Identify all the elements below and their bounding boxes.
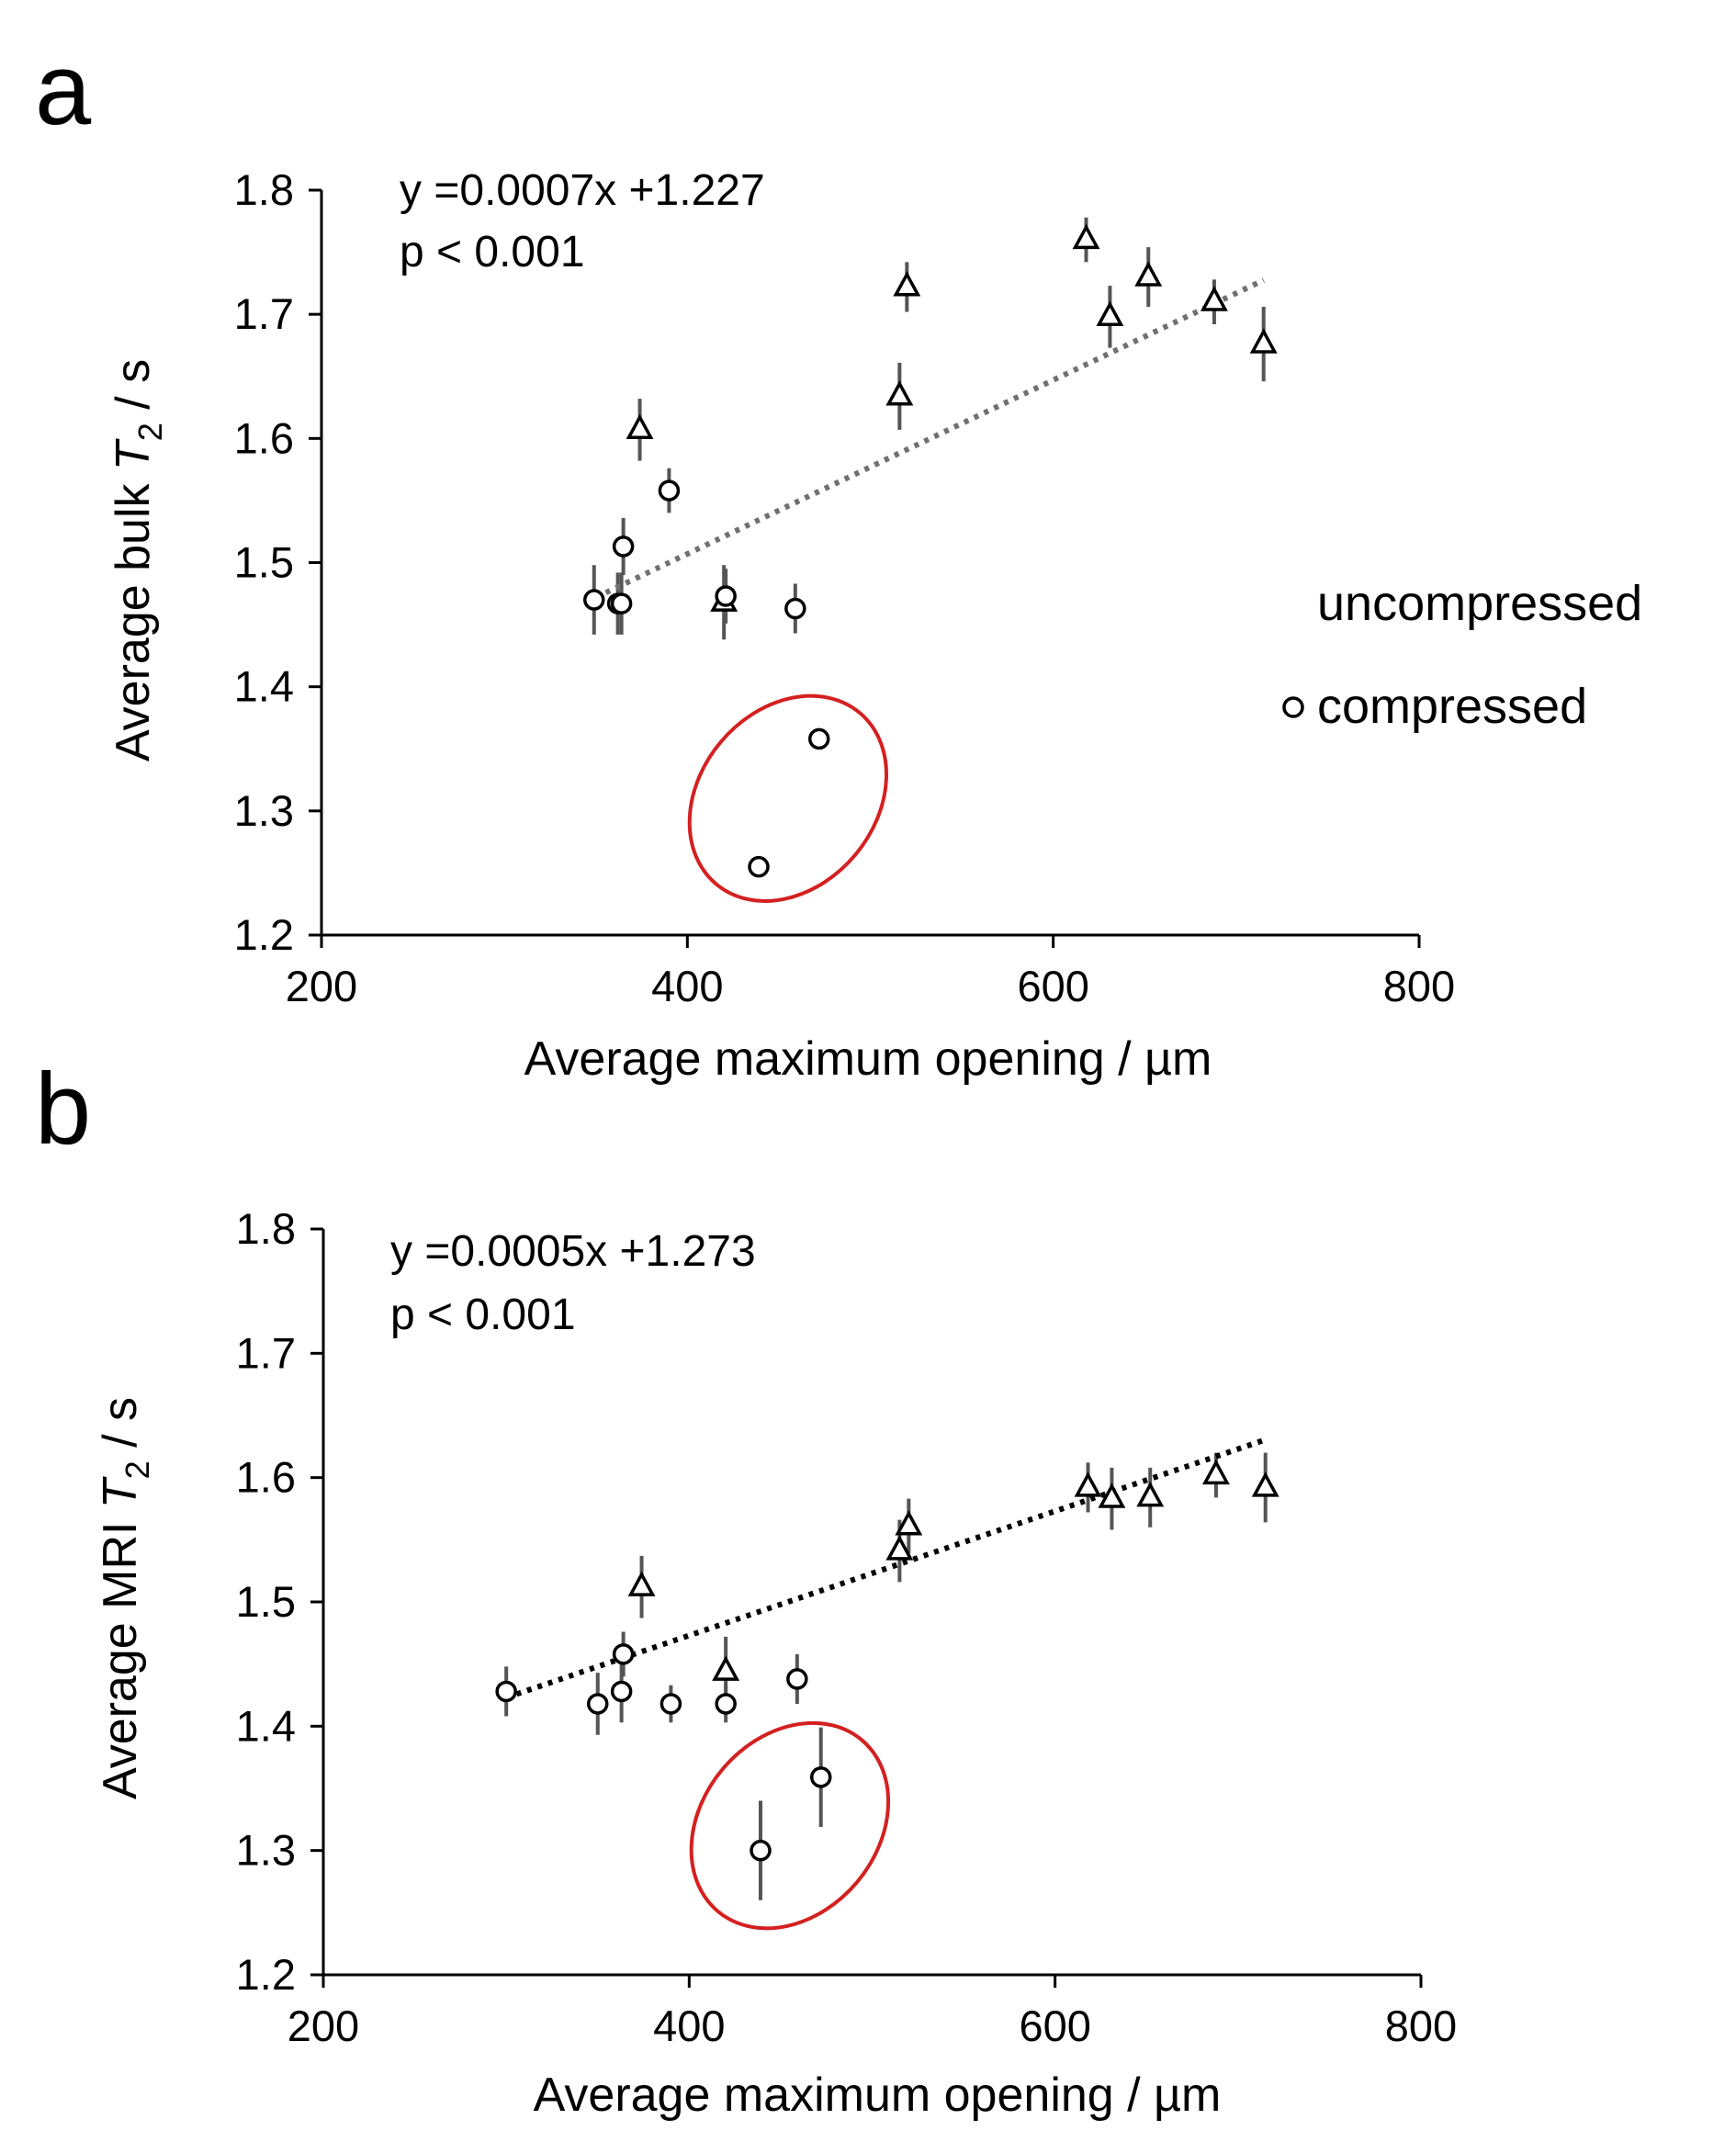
uncompressed-point xyxy=(895,1510,923,1536)
compressed-point xyxy=(610,592,633,614)
p-value-a: p < 0.001 xyxy=(400,228,585,276)
compressed-point xyxy=(715,585,737,607)
y-axis-title-b-prefix: Average MRI xyxy=(94,1508,147,1799)
y-axis-title-a-suffix: / s xyxy=(107,359,160,423)
y-tick-label: 1.2 xyxy=(234,910,294,959)
y-axis-title-a: Average bulk T2 / s xyxy=(107,359,169,761)
equation-b: y =0.0005x +1.273 xyxy=(390,1227,756,1276)
x-tick-label: 600 xyxy=(1019,2001,1090,2050)
legend-label-uncompressed: uncompressed xyxy=(1317,576,1642,631)
y-axis-title-a-sub: 2 xyxy=(131,423,169,441)
y-axis-title-b: Average MRI T2 / s xyxy=(94,1397,156,1799)
uncompressed-point xyxy=(1201,1459,1230,1485)
y-axis-title-b-suffix: / s xyxy=(94,1397,147,1460)
y-tick-label: 1.3 xyxy=(236,1826,296,1875)
y-axis-title-b-sub: 2 xyxy=(118,1460,156,1479)
uncompressed-point xyxy=(1096,300,1124,326)
x-axis-title-a: Average maximum opening / µm xyxy=(524,1032,1212,1086)
panel-b: b 200 400 600 800 1.2 1.3 1.4 1.5 1.6 1.7 1.8 y =… xyxy=(35,1053,1457,2122)
compressed-point xyxy=(786,1668,808,1690)
x-tick-label: 400 xyxy=(653,2001,725,2050)
compressed-point xyxy=(784,597,806,620)
error-bars-a xyxy=(592,217,1266,640)
y-tick-label: 1.5 xyxy=(236,1577,296,1626)
compressed-point xyxy=(612,536,635,558)
compressed-point xyxy=(612,1643,635,1665)
uncompressed-point xyxy=(1200,286,1228,311)
trendline-a xyxy=(594,277,1265,601)
y-tick-label: 1.4 xyxy=(234,662,294,711)
uncompressed-point xyxy=(1072,223,1100,250)
y-tick-label: 1.5 xyxy=(234,538,294,587)
x-tick-label: 400 xyxy=(651,962,723,1010)
compressed-point xyxy=(748,855,770,878)
y-tick-label: 1.4 xyxy=(236,1701,296,1750)
x-tick-label: 800 xyxy=(1383,962,1455,1010)
y-axis-title-a-var: T xyxy=(107,438,160,470)
y-ticks-a: 1.2 1.3 1.4 1.5 1.6 1.7 1.8 xyxy=(234,165,321,959)
compressed-point xyxy=(659,1693,682,1715)
highlight-ellipse-a xyxy=(687,693,889,903)
compressed-point xyxy=(495,1680,517,1703)
y-tick-label: 1.7 xyxy=(236,1328,296,1377)
x-ticks-a: 200 400 600 800 xyxy=(286,935,1455,1010)
panel-label-b: b xyxy=(35,1053,91,1166)
panel-a: a 200 400 600 800 1.2 1.3 1.4 1.5 1.6 1.7 1.8 y =… xyxy=(35,33,1455,1086)
compressed-point xyxy=(750,1839,772,1862)
uncompressed-point xyxy=(1134,261,1163,287)
uncompressed-point xyxy=(1136,1482,1165,1507)
y-tick-label: 1.8 xyxy=(234,165,294,214)
y-tick-label: 1.3 xyxy=(234,786,294,835)
points-a xyxy=(583,223,1278,878)
x-tick-label: 600 xyxy=(1017,962,1088,1010)
legend-marker-compressed xyxy=(1282,696,1304,718)
highlight-ellipse-b xyxy=(689,1720,891,1931)
y-tick-label: 1.6 xyxy=(236,1453,296,1502)
uncompressed-point xyxy=(627,1571,656,1596)
compressed-point xyxy=(610,1680,633,1703)
x-axis-title-b: Average maximum opening / µm xyxy=(534,2069,1222,2122)
x-ticks-b: 200 400 600 800 xyxy=(287,1975,1457,2050)
compressed-point xyxy=(658,479,681,502)
y-tick-label: 1.7 xyxy=(234,289,294,338)
uncompressed-point xyxy=(1074,1471,1102,1497)
y-tick-label: 1.8 xyxy=(236,1204,296,1253)
uncompressed-point xyxy=(1251,1471,1279,1497)
x-tick-label: 800 xyxy=(1385,2001,1457,2050)
uncompressed-point xyxy=(885,380,914,406)
y-ticks-b: 1.2 1.3 1.4 1.5 1.6 1.7 1.8 xyxy=(236,1204,323,1999)
legend: uncompressed compressed xyxy=(1282,576,1642,734)
x-tick-label: 200 xyxy=(286,962,357,1010)
compressed-point xyxy=(807,727,830,750)
uncompressed-point xyxy=(885,1535,914,1561)
uncompressed-point xyxy=(626,413,654,439)
panel-label-a: a xyxy=(35,33,92,146)
compressed-point xyxy=(715,1693,737,1715)
y-axis-title-a-prefix: Average bulk xyxy=(107,470,160,761)
compressed-point xyxy=(587,1693,609,1715)
uncompressed-point xyxy=(1249,328,1278,354)
y-tick-label: 1.2 xyxy=(236,1950,296,1999)
x-tick-label: 200 xyxy=(287,2001,359,2050)
uncompressed-point xyxy=(1098,1482,1126,1508)
uncompressed-point xyxy=(712,1655,740,1681)
error-bars-b xyxy=(504,1452,1268,1900)
equation-a: y =0.0007x +1.227 xyxy=(400,166,765,215)
compressed-point xyxy=(583,589,605,611)
p-value-b: p < 0.001 xyxy=(390,1291,576,1339)
y-axis-title-b-var: T xyxy=(94,1476,147,1508)
legend-label-compressed: compressed xyxy=(1317,679,1587,734)
y-tick-label: 1.6 xyxy=(234,413,294,462)
uncompressed-point xyxy=(893,271,921,297)
compressed-point xyxy=(809,1766,832,1788)
points-b xyxy=(495,1459,1279,1862)
